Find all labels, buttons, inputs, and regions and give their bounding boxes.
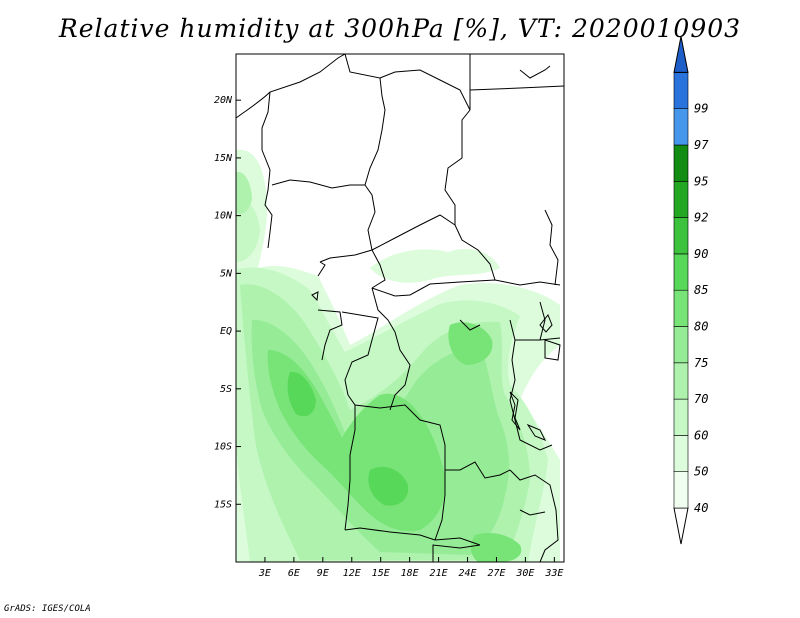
colorbar-segment xyxy=(673,362,689,400)
colorbar-segment xyxy=(673,326,689,364)
colorbar-label: 50 xyxy=(694,465,708,479)
colorbar-label: 80 xyxy=(694,320,708,334)
latitude-tick-label: 15N xyxy=(214,153,233,164)
colorbar-segment xyxy=(673,217,689,255)
humidity-region xyxy=(236,199,260,262)
colorbar-segment xyxy=(673,253,689,291)
colorbar-segment xyxy=(673,72,689,110)
latitude-tick-label: 15S xyxy=(214,499,232,510)
latitude-tick-label: 5N xyxy=(220,268,233,279)
humidity-region xyxy=(287,371,316,417)
longitude-tick-label: 27E xyxy=(487,568,505,579)
latitude-tick-label: 10N xyxy=(214,211,233,222)
colorbar-label: 85 xyxy=(694,283,708,297)
longitude-tick-label: 6E xyxy=(288,568,300,579)
colorbar-segment xyxy=(673,144,689,182)
credit-label: GrADS: IGES/COLA xyxy=(4,604,91,614)
colorbar-label: 95 xyxy=(694,174,708,188)
map-title: Relative humidity at 300hPa [%], VT: 202… xyxy=(58,14,742,43)
longitude-tick-label: 33E xyxy=(544,568,563,579)
latitude-axis: 20N 15N 10N 5N EQ 5S 10S 15S xyxy=(214,95,241,510)
longitude-tick-label: 9E xyxy=(317,568,329,579)
humidity-shading xyxy=(236,149,560,562)
longitude-tick-label: 24E xyxy=(458,568,476,579)
colorbar-segment xyxy=(673,398,689,436)
longitude-axis: 3E 6E 9E 12E 15E 18E 21E 24E 27E 30E 33E xyxy=(258,557,563,579)
colorbar-segment xyxy=(673,108,689,146)
colorbar-label: 40 xyxy=(694,501,708,515)
colorbar: 40 50 60 70 75 80 85 90 92 95 97 99 xyxy=(673,36,709,545)
latitude-tick-label: 5S xyxy=(220,384,232,395)
longitude-tick-label: 12E xyxy=(343,568,361,579)
longitude-tick-label: 18E xyxy=(401,568,419,579)
longitude-tick-label: 30E xyxy=(515,568,534,579)
colorbar-segment xyxy=(673,289,689,327)
longitude-tick-label: 15E xyxy=(372,568,390,579)
humidity-region xyxy=(448,322,493,365)
colorbar-label: 70 xyxy=(694,392,708,406)
latitude-tick-label: EQ xyxy=(220,326,232,337)
humidity-region xyxy=(368,466,409,506)
map-frame xyxy=(235,53,565,563)
colorbar-label: 75 xyxy=(694,356,708,370)
humidity-region xyxy=(470,533,522,562)
humidity-region xyxy=(236,171,252,214)
colorbar-upper-triangle xyxy=(673,36,689,73)
country-borders xyxy=(236,54,564,562)
colorbar-segment xyxy=(673,435,689,472)
colorbar-segment xyxy=(673,471,689,509)
colorbar-label: 97 xyxy=(694,138,709,152)
colorbar-label: 60 xyxy=(694,428,708,442)
humidity-region xyxy=(370,248,500,283)
colorbar-label: 90 xyxy=(694,247,708,261)
colorbar-label: 92 xyxy=(694,211,708,225)
longitude-tick-label: 3E xyxy=(258,568,271,579)
colorbar-lower-triangle xyxy=(673,507,689,545)
colorbar-label: 99 xyxy=(694,102,708,116)
colorbar-segment xyxy=(673,181,689,218)
latitude-tick-label: 20N xyxy=(214,95,233,106)
longitude-tick-label: 21E xyxy=(430,568,448,579)
latitude-tick-label: 10S xyxy=(214,442,232,453)
